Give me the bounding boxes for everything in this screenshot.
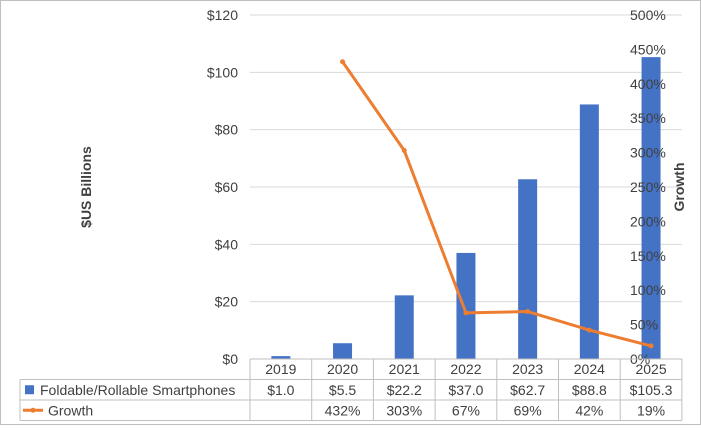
growth-point (586, 327, 592, 333)
bar (271, 356, 291, 359)
right-tick-label: 400% (630, 76, 666, 92)
left-tick-label: $40 (215, 236, 239, 252)
right-tick-label: 450% (630, 41, 666, 57)
left-tick-label: $120 (207, 7, 238, 23)
bar (394, 295, 414, 359)
bar-value-label: $22.2 (387, 382, 422, 398)
legend-key-growth-marker (30, 407, 36, 413)
bar (579, 104, 599, 359)
growth-value-label: 19% (637, 402, 665, 418)
bar (333, 343, 353, 359)
left-axis-title: $US Billions (78, 146, 94, 228)
right-tick-label: 150% (630, 248, 666, 264)
left-tick-label: $100 (207, 64, 238, 80)
bar-value-label: $105.3 (630, 382, 673, 398)
category-label: 2021 (389, 361, 420, 377)
right-tick-label: 500% (630, 7, 666, 23)
gridlines (250, 14, 682, 303)
category-label: 2022 (450, 361, 481, 377)
category-label: 2025 (635, 361, 666, 377)
bar-value-label: $37.0 (448, 382, 483, 398)
left-tick-label: $20 (215, 294, 239, 310)
bar-value-label: $5.5 (329, 382, 356, 398)
right-tick-label: 200% (630, 213, 666, 229)
data-table: 2019 2020 2021 2022 2023 2024 2025 Foldable/Rol… (19, 358, 683, 421)
growth-point (463, 310, 469, 316)
bar-value-label: $1.0 (267, 382, 294, 398)
right-tick-label: 350% (630, 110, 666, 126)
growth-value-label: 69% (514, 402, 542, 418)
growth-value-label: 67% (452, 402, 480, 418)
right-axis-title: Growth (671, 163, 687, 212)
right-tick-label: 250% (630, 179, 666, 195)
legend-label-bars: Foldable/Rollable Smartphones (40, 382, 235, 398)
bar (641, 57, 661, 359)
bar-value-label: $62.7 (510, 382, 545, 398)
right-tick-label: 50% (630, 317, 658, 333)
growth-value-label: 42% (575, 402, 603, 418)
right-tick-label: 100% (630, 282, 666, 298)
growth-point (648, 343, 654, 349)
growth-value-label: 303% (386, 402, 422, 418)
right-tick-label: 300% (630, 145, 666, 161)
left-tick-label: $60 (215, 179, 239, 195)
legend-key-bars (25, 385, 34, 395)
right-axis-ticks: 0%50%100%150%200%250%300%350%400%450%500… (630, 7, 666, 367)
left-axis-ticks: $0 $20 $40 $60 $80 $100 $120 (207, 7, 238, 367)
category-label: 2024 (574, 361, 605, 377)
left-tick-label: $0 (222, 351, 238, 367)
bar (456, 252, 476, 359)
growth-point (525, 309, 531, 315)
bar (518, 179, 538, 359)
legend-label-growth: Growth (48, 402, 93, 418)
growth-point (340, 59, 346, 65)
growth-line (341, 60, 652, 348)
category-label: 2020 (327, 361, 358, 377)
line-series (340, 59, 654, 349)
growth-value-label: 432% (325, 402, 361, 418)
category-label: 2019 (265, 361, 296, 377)
growth-point (401, 148, 407, 154)
bar-series (271, 57, 661, 359)
category-label: 2023 (512, 361, 543, 377)
left-tick-label: $80 (215, 122, 239, 138)
bar-value-label: $88.8 (572, 382, 607, 398)
